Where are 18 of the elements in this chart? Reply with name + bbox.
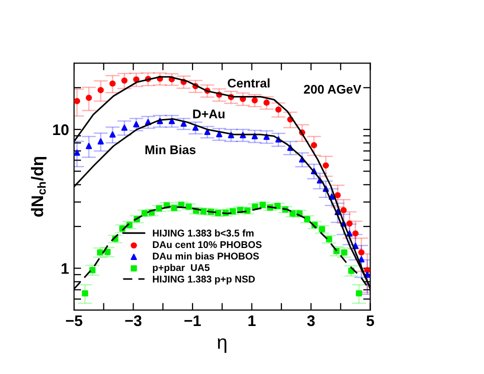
annotation: D+Au: [193, 110, 224, 118]
legend-label: p+pbar UA5: [152, 264, 210, 273]
legend-label: HIJING 1.383 p+p NSD: [152, 276, 255, 284]
x-tick-label: 1: [248, 315, 256, 326]
x-tick-label: 5: [366, 315, 374, 326]
legend-label: DAu cent 10% PHOBOS: [152, 241, 262, 248]
x-tick-label: 3: [307, 315, 315, 326]
x-tick-label: −5: [66, 315, 82, 326]
annotation: Min Bias: [145, 145, 196, 154]
x-axis-title: η: [218, 338, 226, 353]
x-tick-label: −3: [125, 315, 142, 326]
annotation: 200 AGeV: [304, 84, 362, 94]
legend-label: DAu min bias PHOBOS: [152, 252, 259, 260]
y-axis-title: dN$_{ch}$/dη: [30, 156, 47, 217]
y-tick-label: 10: [53, 124, 69, 136]
legend-label: HIJING 1.383 b<3.5 fm: [152, 229, 254, 237]
x-tick-label: −1: [184, 315, 201, 326]
annotation: Central: [228, 78, 270, 88]
